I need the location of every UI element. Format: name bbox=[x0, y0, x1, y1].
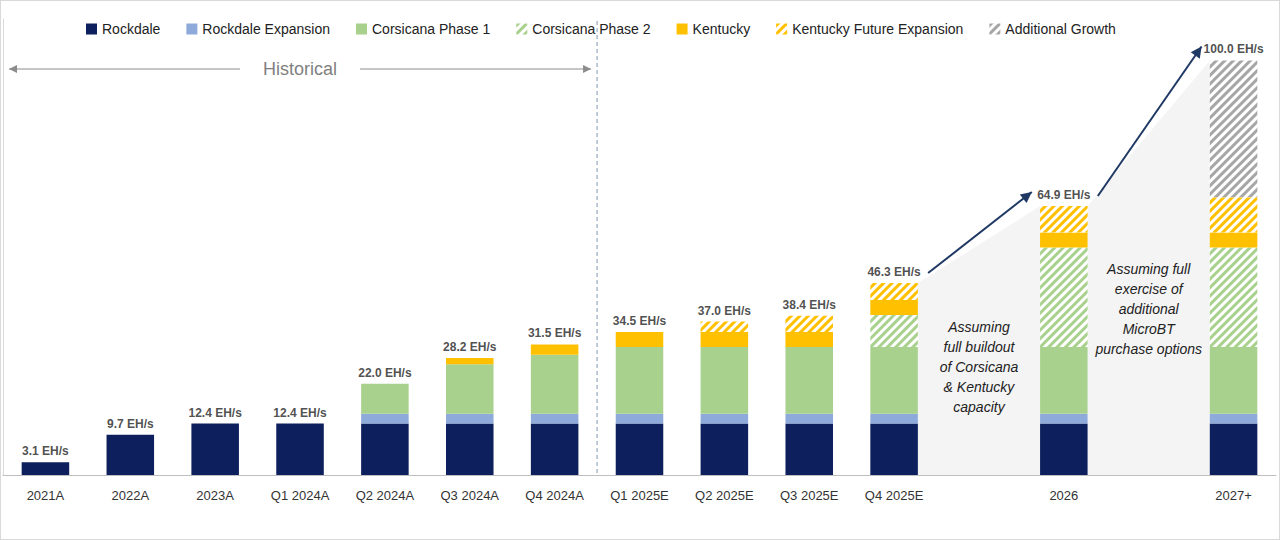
svg-text:Kentucky: Kentucky bbox=[693, 21, 751, 37]
svg-text:34.5 EH/s: 34.5 EH/s bbox=[613, 314, 667, 328]
svg-text:46.3 EH/s: 46.3 EH/s bbox=[867, 265, 921, 279]
svg-text:& Kentucky: & Kentucky bbox=[944, 379, 1016, 395]
svg-text:2023A: 2023A bbox=[196, 488, 234, 503]
svg-text:37.0 EH/s: 37.0 EH/s bbox=[698, 304, 752, 318]
svg-text:100.0 EH/s: 100.0 EH/s bbox=[1204, 42, 1264, 56]
svg-text:Q3 2025E: Q3 2025E bbox=[780, 488, 839, 503]
svg-text:2022A: 2022A bbox=[112, 488, 150, 503]
svg-text:Rockdale Expansion: Rockdale Expansion bbox=[202, 21, 330, 37]
svg-text:9.7 EH/s: 9.7 EH/s bbox=[107, 417, 154, 431]
svg-text:Corsicana Phase 2: Corsicana Phase 2 bbox=[532, 21, 651, 37]
svg-text:Rockdale: Rockdale bbox=[102, 21, 161, 37]
svg-text:additional: additional bbox=[1119, 301, 1180, 317]
svg-text:purchase options: purchase options bbox=[1094, 341, 1202, 357]
svg-text:12.4 EH/s: 12.4 EH/s bbox=[188, 406, 242, 420]
svg-text:2021A: 2021A bbox=[27, 488, 65, 503]
svg-text:28.2 EH/s: 28.2 EH/s bbox=[443, 340, 497, 354]
svg-text:2027+: 2027+ bbox=[1215, 488, 1252, 503]
svg-text:Assuming: Assuming bbox=[947, 319, 1010, 335]
svg-text:31.5 EH/s: 31.5 EH/s bbox=[528, 326, 582, 340]
svg-text:22.0 EH/s: 22.0 EH/s bbox=[358, 366, 412, 380]
svg-text:Q1 2024A: Q1 2024A bbox=[271, 488, 330, 503]
svg-text:12.4 EH/s: 12.4 EH/s bbox=[273, 406, 327, 420]
svg-text:Additional Growth: Additional Growth bbox=[1005, 21, 1116, 37]
svg-text:Kentucky Future Expansion: Kentucky Future Expansion bbox=[792, 21, 963, 37]
svg-text:3.1 EH/s: 3.1 EH/s bbox=[22, 444, 69, 458]
svg-text:64.9 EH/s: 64.9 EH/s bbox=[1037, 188, 1091, 202]
svg-text:exercise of: exercise of bbox=[1115, 281, 1185, 297]
svg-text:2026: 2026 bbox=[1049, 488, 1078, 503]
svg-text:capacity: capacity bbox=[953, 399, 1005, 415]
svg-text:Historical: Historical bbox=[263, 59, 337, 79]
svg-text:MicroBT: MicroBT bbox=[1123, 321, 1177, 337]
svg-text:Q4 2024A: Q4 2024A bbox=[525, 488, 584, 503]
svg-text:of Corsicana: of Corsicana bbox=[940, 359, 1019, 375]
svg-text:Q3 2024A: Q3 2024A bbox=[440, 488, 499, 503]
svg-text:Corsicana Phase 1: Corsicana Phase 1 bbox=[372, 21, 491, 37]
svg-text:38.4 EH/s: 38.4 EH/s bbox=[783, 298, 837, 312]
svg-text:full buildout: full buildout bbox=[944, 339, 1016, 355]
svg-text:Q2 2024A: Q2 2024A bbox=[356, 488, 415, 503]
svg-text:Q1 2025E: Q1 2025E bbox=[610, 488, 669, 503]
svg-text:Q4 2025E: Q4 2025E bbox=[865, 488, 924, 503]
svg-text:Q2 2025E: Q2 2025E bbox=[695, 488, 754, 503]
svg-text:Assuming full: Assuming full bbox=[1106, 261, 1191, 277]
